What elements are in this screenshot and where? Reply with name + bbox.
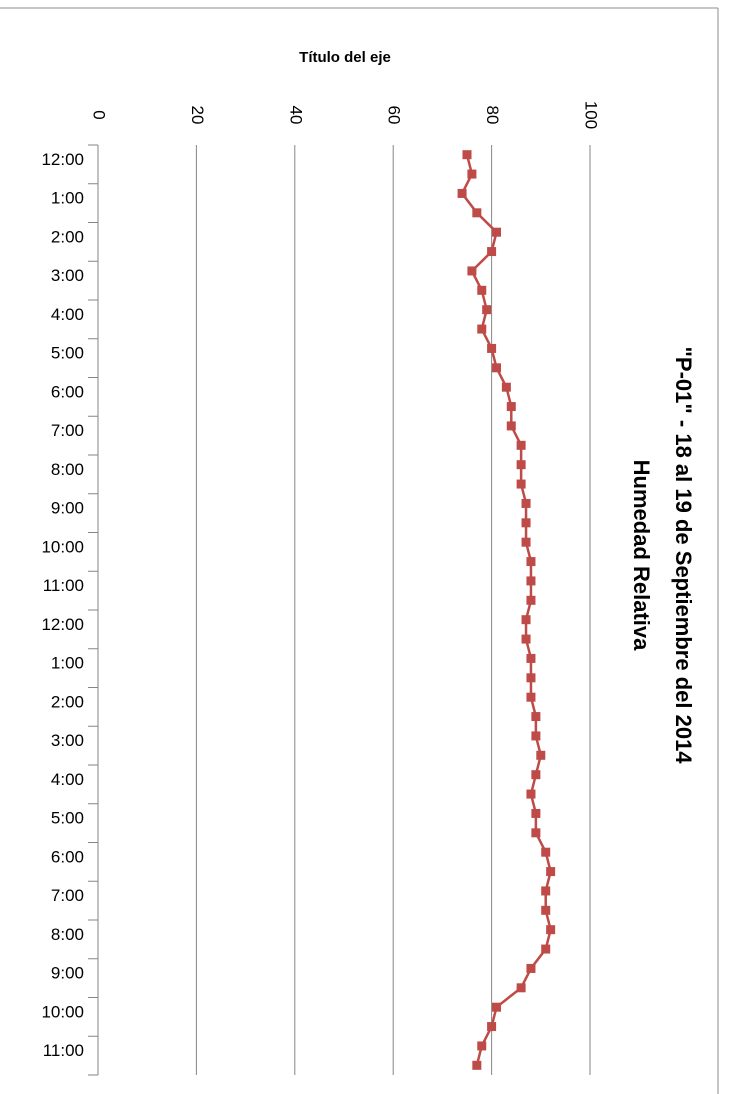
data-point — [526, 673, 536, 683]
category-label: 12:00 — [41, 150, 84, 169]
data-point — [526, 557, 536, 567]
data-point — [541, 944, 551, 954]
category-label: 6:00 — [51, 382, 84, 401]
value-tick-label: 80 — [483, 106, 502, 125]
category-label: 11:00 — [43, 576, 84, 595]
data-point — [531, 731, 541, 741]
axis-title: Título del eje — [299, 49, 391, 66]
data-point — [521, 498, 531, 508]
chart-subtitle: Humedad Relativa — [629, 460, 654, 651]
data-point — [546, 925, 556, 935]
data-point — [516, 479, 526, 489]
data-point — [541, 905, 551, 915]
data-point — [521, 518, 531, 528]
value-tick-label: 40 — [286, 106, 305, 125]
category-label: 9:00 — [51, 499, 84, 518]
data-point — [467, 266, 477, 276]
category-label: 11:00 — [43, 1041, 84, 1060]
data-point — [546, 867, 556, 877]
data-point — [521, 537, 531, 547]
data-point — [531, 770, 541, 780]
data-point — [521, 634, 531, 644]
data-point — [477, 285, 487, 295]
data-point — [492, 227, 502, 237]
data-point — [526, 692, 536, 702]
category-label: 2:00 — [51, 227, 84, 246]
category-label: 5:00 — [51, 344, 84, 363]
category-label: 2:00 — [51, 692, 84, 711]
data-point — [462, 150, 472, 160]
category-label: 6:00 — [51, 847, 84, 866]
data-point — [541, 847, 551, 857]
data-point — [541, 886, 551, 896]
data-point — [477, 324, 487, 334]
data-point — [526, 789, 536, 799]
data-point — [516, 440, 526, 450]
data-point — [516, 983, 526, 993]
category-label: 4:00 — [51, 305, 84, 324]
data-point — [482, 305, 492, 315]
data-point — [487, 247, 497, 257]
data-point — [477, 1041, 487, 1051]
data-point — [487, 1022, 497, 1032]
category-label: 3:00 — [51, 731, 84, 750]
data-point — [526, 653, 536, 663]
category-label: 10:00 — [41, 1002, 84, 1021]
data-point — [472, 208, 482, 218]
data-point — [501, 382, 511, 392]
category-label: 3:00 — [51, 266, 84, 285]
category-label: 8:00 — [51, 925, 84, 944]
chart-title: "P-01" - 18 al 19 de Septiembre del 2014 — [671, 346, 696, 764]
data-point — [536, 750, 546, 760]
data-point — [526, 576, 536, 586]
category-label: 12:00 — [41, 615, 84, 634]
value-tick-label: 0 — [90, 110, 109, 119]
series-line — [460, 154, 552, 1066]
data-point — [492, 1002, 502, 1012]
category-label: 1:00 — [51, 189, 84, 208]
data-point — [531, 712, 541, 722]
category-label: 9:00 — [51, 964, 84, 983]
category-label: 1:00 — [51, 654, 84, 673]
value-tick-label: 100 — [582, 101, 601, 129]
category-label: 10:00 — [41, 537, 84, 556]
data-point — [506, 402, 516, 412]
category-label: 7:00 — [51, 886, 84, 905]
data-point — [521, 615, 531, 625]
data-point — [516, 460, 526, 470]
data-point — [526, 595, 536, 605]
category-label: 8:00 — [51, 460, 84, 479]
data-point — [467, 169, 477, 179]
value-tick-label: 60 — [385, 106, 404, 125]
data-point — [487, 343, 497, 353]
category-label: 4:00 — [51, 770, 84, 789]
data-point — [457, 188, 467, 198]
data-point — [526, 963, 536, 973]
data-point — [472, 1060, 482, 1070]
data-point — [531, 828, 541, 838]
data-point — [492, 363, 502, 373]
category-label: 7:00 — [51, 421, 84, 440]
data-point — [506, 421, 516, 431]
value-tick-label: 20 — [188, 106, 207, 125]
data-point — [531, 808, 541, 818]
category-label: 5:00 — [51, 809, 84, 828]
